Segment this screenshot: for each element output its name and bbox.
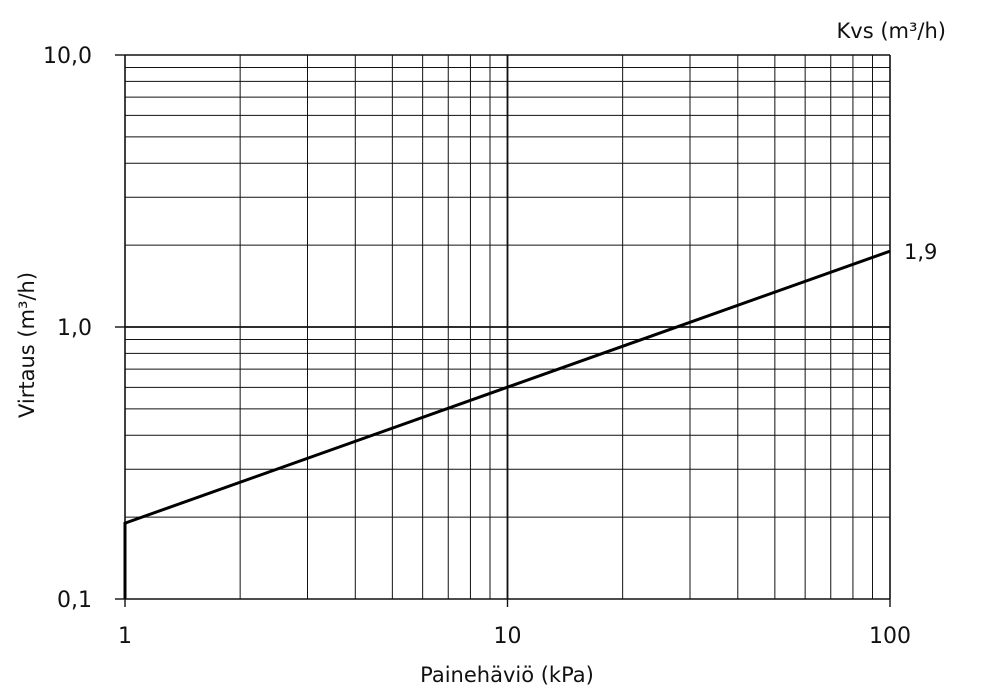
- y-tick-label: 10,0: [43, 44, 92, 69]
- x-tick-label: 100: [869, 624, 911, 649]
- x-tick-label: 1: [118, 624, 132, 649]
- series-label-kvs: 1,9: [904, 240, 937, 264]
- kvs-header-label: Kvs (m³/h): [837, 19, 946, 43]
- series-line-kvs: [123, 249, 891, 599]
- x-axis-label: Painehäviö (kPa): [420, 663, 594, 687]
- axis-ticks: 0,1 1,0 10,0 1 10 100: [43, 44, 911, 649]
- y-axis-label: Virtaus (m³/h): [15, 272, 39, 418]
- y-tick-label: 0,1: [57, 588, 92, 613]
- y-tick-label: 1,0: [57, 316, 92, 341]
- series: [123, 249, 891, 599]
- grid: [124, 54, 891, 600]
- x-tick-label: 10: [494, 624, 522, 649]
